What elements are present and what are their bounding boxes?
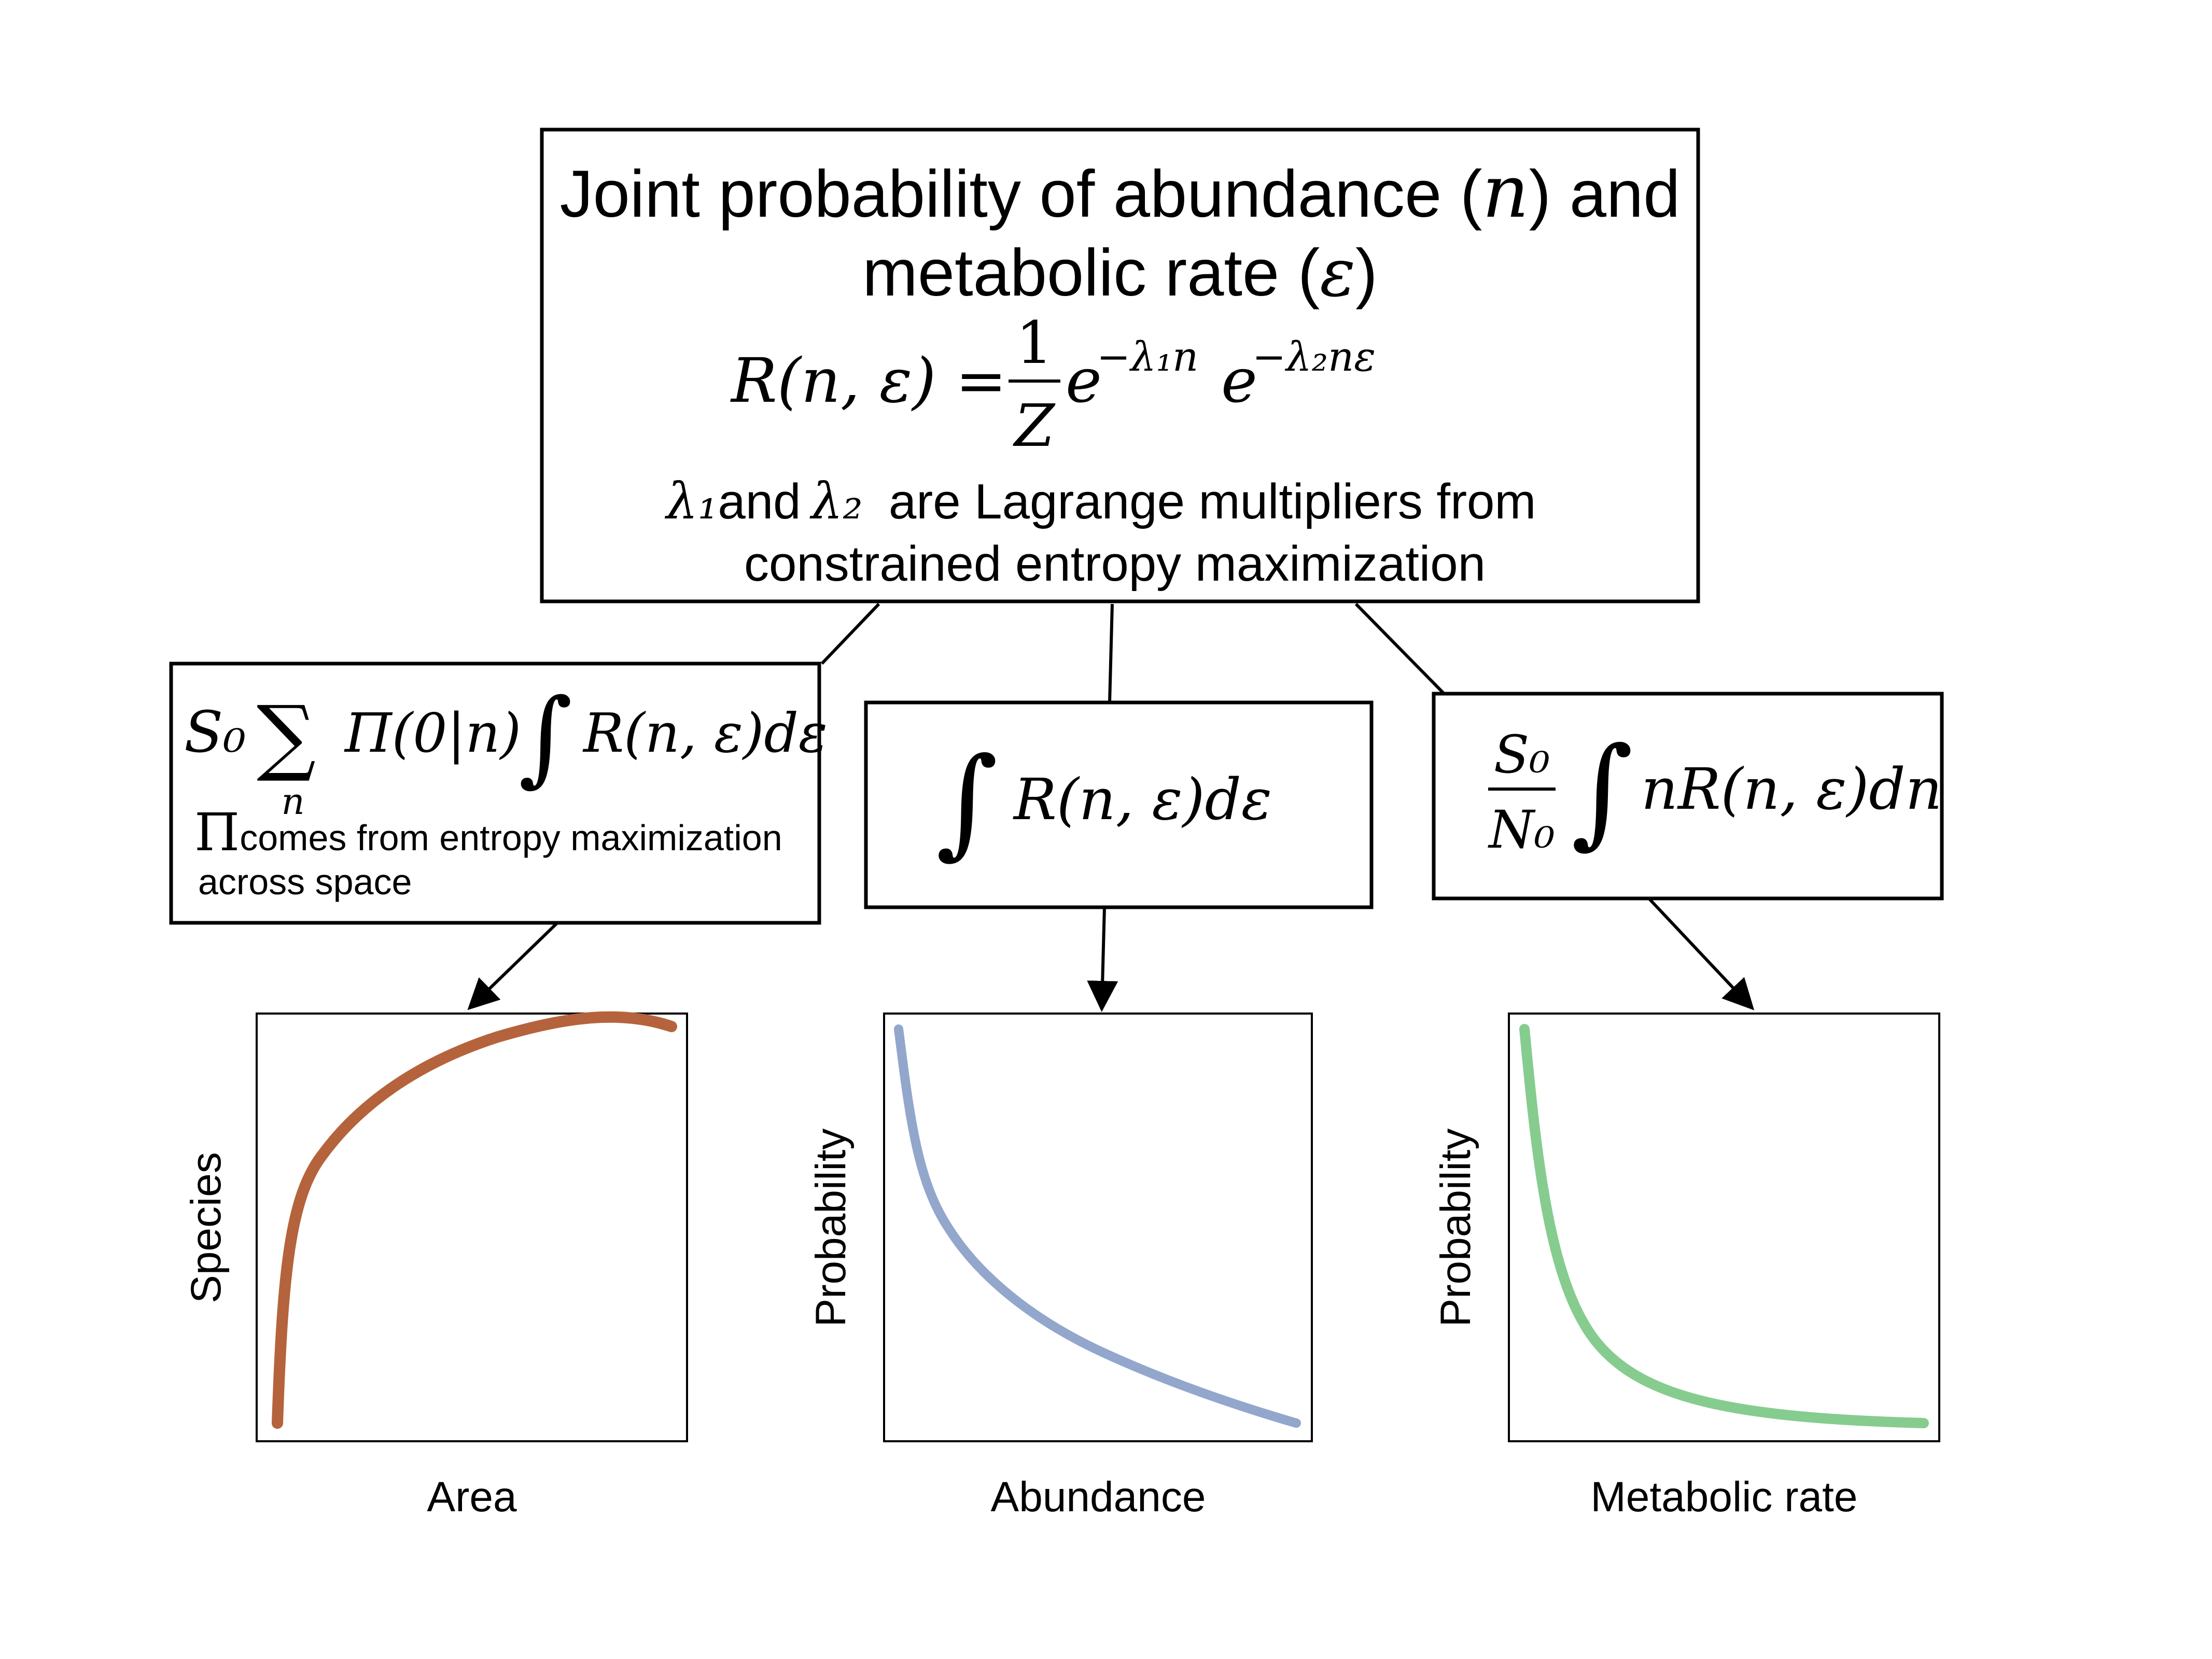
- species-area-xlabel: Area: [427, 1473, 517, 1521]
- arrow-left-to-species-plot: [467, 921, 559, 1010]
- abundance-formula-frame: [864, 700, 1374, 909]
- lambda2-symbol: λ₂: [809, 472, 863, 530]
- formula-lhs: R(n, ε) =: [730, 345, 1007, 416]
- species-area-formula-frame: [169, 662, 821, 925]
- lagrange-note-line2: constrained entropy maximization: [744, 536, 1486, 592]
- species-area-plot-frame: [256, 1013, 688, 1442]
- lagrange-note-line1: λ₁and λ₂ are Lagrange multipliers from: [664, 472, 1536, 530]
- left-formula-integral: ∫: [519, 677, 572, 797]
- left-note-line2: across space: [198, 862, 412, 902]
- abundance-xlabel: Abundance: [991, 1473, 1206, 1521]
- abundance-ylabel: Probability: [807, 1129, 855, 1327]
- formula-fraction-numerator: 1: [1016, 310, 1053, 377]
- right-formula-denominator: N₀: [1488, 799, 1555, 860]
- formula-exponent-2: −λ₂nε: [1252, 334, 1376, 381]
- top-title-line2: metabolic rate (ε): [862, 234, 1377, 312]
- lambda1-symbol: λ₁: [664, 472, 718, 530]
- metabolic-curve: [1519, 1024, 1929, 1428]
- left-formula-s0: S₀: [184, 699, 246, 765]
- formula-exp-base-1: e: [1066, 345, 1102, 416]
- mid-formula-integral: ∫: [936, 733, 998, 871]
- metabolic-formula-box: S₀ N₀ ∫ nR(n, ε)dn: [1432, 692, 1944, 901]
- pi-symbol: Π: [194, 802, 240, 863]
- metabolic-plot: Metabolic rate Probability: [1432, 1013, 1940, 1521]
- title-epsilon-symbol: ε: [1320, 234, 1355, 312]
- species-area-ylabel: Species: [183, 1152, 230, 1303]
- abundance-plot: Abundance Probability: [807, 1013, 1313, 1521]
- joint-probability-box: Joint probability of abundance (n) and m…: [540, 128, 1700, 603]
- connector-top-to-right: [1354, 602, 1446, 695]
- metabolic-xlabel: Metabolic rate: [1590, 1473, 1857, 1521]
- metabolic-plot-frame: [1508, 1013, 1940, 1442]
- formula-fraction-denominator: Z: [1013, 392, 1056, 460]
- metabolic-ylabel: Probability: [1432, 1129, 1479, 1327]
- right-formula-integral: ∫: [1571, 722, 1633, 861]
- arrow-middle-to-abundance-plot: [1087, 907, 1118, 1012]
- connector-top-to-left: [820, 602, 880, 665]
- species-area-plot: Area Species: [183, 1011, 688, 1521]
- joint-probability-formula: R(n, ε) = 1 Z e −λ₁n e −λ₂nε: [730, 310, 1376, 460]
- top-title-line1: Joint probability of abundance (n) and: [560, 150, 1681, 234]
- left-formula-sum: ∑: [257, 687, 316, 784]
- mid-formula-r-term: R(n, ε)dε: [1013, 766, 1272, 833]
- abundance-formula-box: ∫ R(n, ε)dε: [864, 700, 1374, 909]
- left-note-line1: Πcomes from entropy maximization: [194, 802, 782, 863]
- metabolic-formula-frame: [1432, 692, 1944, 901]
- abundance-curve: [894, 1024, 1301, 1428]
- species-area-curve: [272, 1011, 677, 1429]
- joint-probability-frame: [540, 128, 1700, 603]
- left-formula-sum-index: n: [281, 780, 304, 823]
- title-n-symbol: n: [1482, 150, 1529, 234]
- connector-top-to-middle: [1108, 603, 1114, 703]
- species-area-formula-box: S₀ ∑ n Π(0|n) ∫ R(n, ε)dε Πcomes from en…: [169, 662, 828, 925]
- right-formula-r-term: nR(n, ε)dn: [1641, 756, 1942, 822]
- abundance-plot-frame: [883, 1013, 1313, 1442]
- formula-exponent-1: −λ₁n: [1097, 334, 1198, 381]
- arrow-right-to-metabolic-plot: [1647, 897, 1755, 1010]
- formula-exp-base-2: e: [1221, 345, 1257, 416]
- left-formula-pi-term: Π(0|n): [344, 701, 521, 765]
- right-formula-numerator: S₀: [1494, 724, 1550, 785]
- left-formula-r-term: R(n, ε)dε: [582, 701, 828, 765]
